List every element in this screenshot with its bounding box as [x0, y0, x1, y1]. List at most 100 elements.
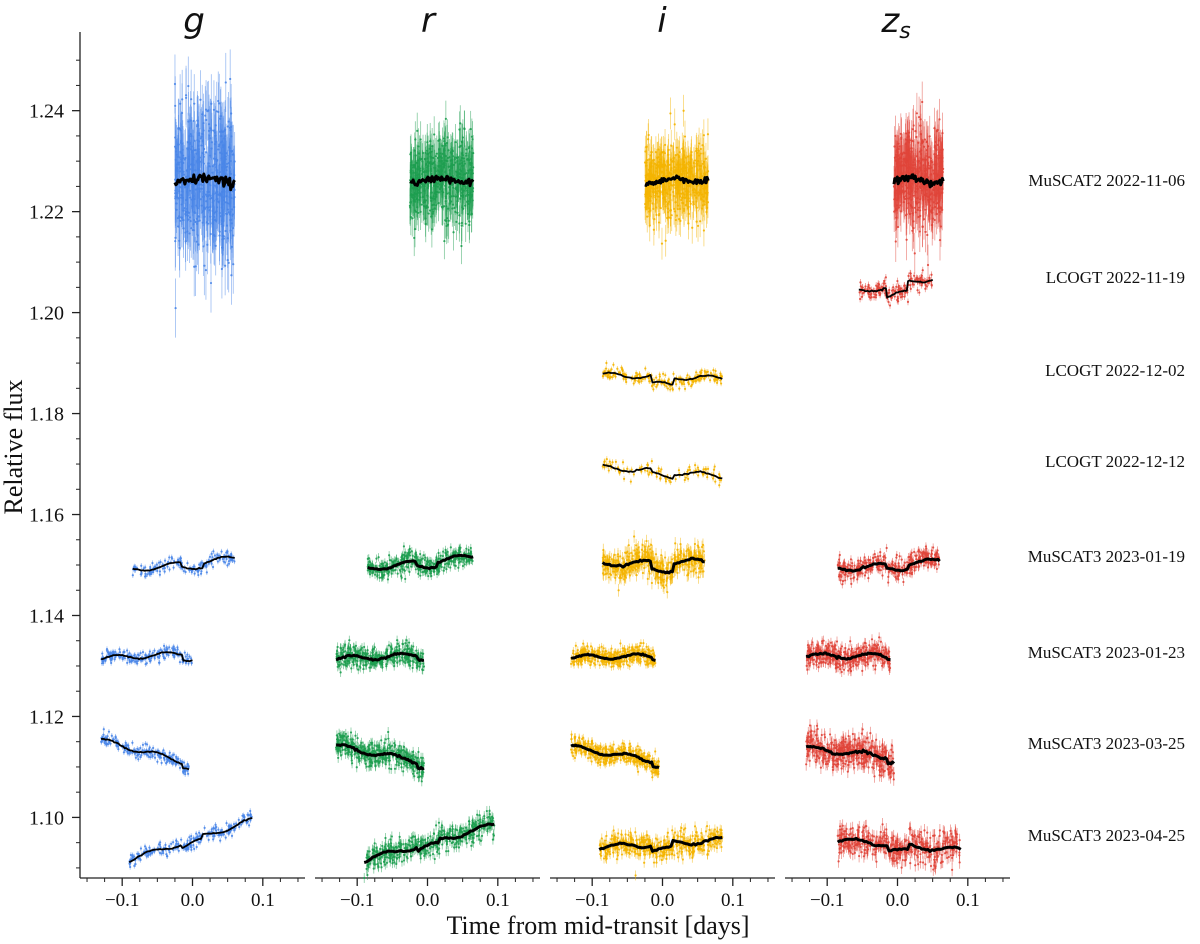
data-point: [212, 233, 216, 237]
x-tick-label: −0.1: [575, 890, 609, 911]
data-point: [638, 381, 641, 384]
data-point: [903, 295, 906, 298]
data-point: [418, 152, 421, 155]
data-point: [859, 297, 862, 301]
x-tick-label: 0.1: [721, 890, 745, 911]
data-point: [230, 222, 233, 225]
data-point: [420, 203, 423, 206]
data-point: [433, 133, 436, 136]
data-point: [936, 128, 939, 132]
data-point: [715, 381, 719, 384]
data-point: [876, 285, 880, 288]
data-point: [644, 195, 647, 198]
data-point: [174, 306, 177, 310]
data-point: [197, 215, 200, 218]
data-point: [695, 175, 698, 178]
data-point: [669, 112, 672, 115]
data-point: [417, 191, 421, 194]
data-point: [212, 129, 215, 132]
data-point: [221, 196, 224, 199]
data-point: [611, 376, 614, 379]
data-point: [903, 159, 906, 162]
data-point: [693, 159, 697, 162]
light-curve: [601, 360, 723, 393]
data-point: [911, 212, 914, 215]
data-point: [937, 151, 940, 154]
data-point: [435, 204, 438, 207]
data-point: [198, 140, 201, 143]
data-point: [659, 161, 662, 164]
data-point: [209, 137, 212, 140]
data-point: [636, 373, 639, 376]
model-curve: [173, 172, 236, 192]
band-title-z: zs: [880, 1, 910, 44]
data-point: [702, 229, 706, 232]
data-point: [426, 206, 429, 209]
data-point: [174, 136, 177, 139]
data-point: [861, 286, 864, 289]
light-curve: [173, 49, 236, 338]
data-point: [654, 151, 657, 154]
data-point: [709, 371, 712, 375]
data-point: [218, 163, 221, 166]
data-point: [213, 152, 216, 155]
data-point: [926, 263, 930, 267]
data-point: [931, 223, 934, 227]
data-point: [174, 236, 177, 239]
data-point: [929, 157, 933, 160]
data-point: [453, 206, 456, 209]
data-point: [908, 196, 912, 199]
data-point: [207, 129, 211, 132]
data-point: [918, 291, 921, 294]
data-point: [223, 165, 226, 168]
data-point: [683, 193, 686, 196]
data-point: [893, 295, 896, 298]
data-point: [916, 167, 919, 170]
data-point: [896, 279, 899, 283]
data-point: [197, 168, 200, 171]
data-point: [469, 127, 472, 131]
data-point: [466, 191, 469, 194]
data-point: [193, 102, 196, 105]
data-point: [905, 238, 908, 241]
data-point: [205, 221, 209, 224]
data-point: [666, 174, 669, 178]
x-tick-label: 0.1: [251, 890, 275, 911]
data-point: [411, 217, 414, 220]
data-point: [444, 219, 447, 222]
data-point: [179, 102, 182, 105]
data-point: [612, 363, 615, 366]
data-point: [444, 196, 448, 200]
data-point: [692, 200, 695, 204]
data-point: [696, 151, 699, 155]
data-point: [465, 148, 468, 151]
data-point: [920, 284, 923, 287]
data-point: [414, 154, 417, 157]
data-point: [913, 252, 916, 255]
data-point: [906, 300, 910, 303]
data-point: [413, 236, 416, 240]
panel-1: −0.1 0.0 0.1: [315, 877, 540, 911]
data-point: [859, 285, 862, 288]
data-point: [687, 212, 690, 215]
data-point: [899, 156, 902, 159]
data-point: [683, 163, 686, 167]
data-point: [471, 190, 474, 193]
data-point: [199, 98, 202, 101]
data-point: [868, 295, 871, 299]
data-point: [658, 191, 661, 194]
data-point: [884, 284, 888, 288]
data-point: [209, 281, 213, 285]
data-point: [468, 159, 471, 162]
band-title-r: r: [421, 1, 437, 41]
data-point: [230, 274, 233, 277]
data-point: [218, 211, 221, 215]
data-point: [933, 218, 936, 222]
panel-2: −0.1 0.0 0.1: [550, 877, 775, 911]
data-point: [930, 284, 933, 287]
data-point: [177, 143, 180, 146]
data-point: [666, 387, 670, 390]
data-point: [924, 230, 927, 233]
data-point: [671, 159, 675, 163]
data-point: [229, 218, 232, 222]
